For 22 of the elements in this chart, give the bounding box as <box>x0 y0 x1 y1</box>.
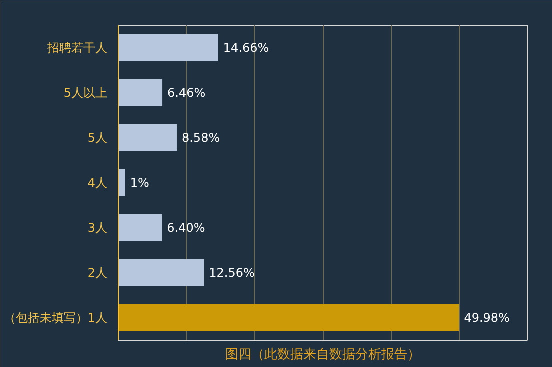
y-tick-label: 招聘若干人 <box>46 41 108 55</box>
data-label: 8.58% <box>182 131 220 145</box>
bar <box>118 260 204 286</box>
data-label: 49.98% <box>464 311 510 325</box>
bar <box>118 34 218 62</box>
y-tick-label: 2人 <box>88 266 108 280</box>
data-label: 12.56% <box>209 266 255 280</box>
bar <box>118 304 460 332</box>
bar <box>118 214 162 242</box>
data-label: 14.66% <box>223 41 270 55</box>
data-label: 1% <box>130 176 150 190</box>
bar <box>118 124 177 152</box>
y-tick-label: 5人 <box>88 131 108 145</box>
data-label: 6.46% <box>168 86 206 100</box>
y-tick-label: （包括未填写）1人 <box>4 311 108 325</box>
y-tick-label: 4人 <box>88 176 108 190</box>
bar <box>118 170 126 196</box>
bar <box>118 80 163 106</box>
y-tick-label: 5人以上 <box>64 86 108 100</box>
text: 图四（此数据来自数据分析报告） <box>226 348 420 362</box>
y-tick-label: 3人 <box>88 221 108 235</box>
data-label: 6.40% <box>167 221 206 235</box>
